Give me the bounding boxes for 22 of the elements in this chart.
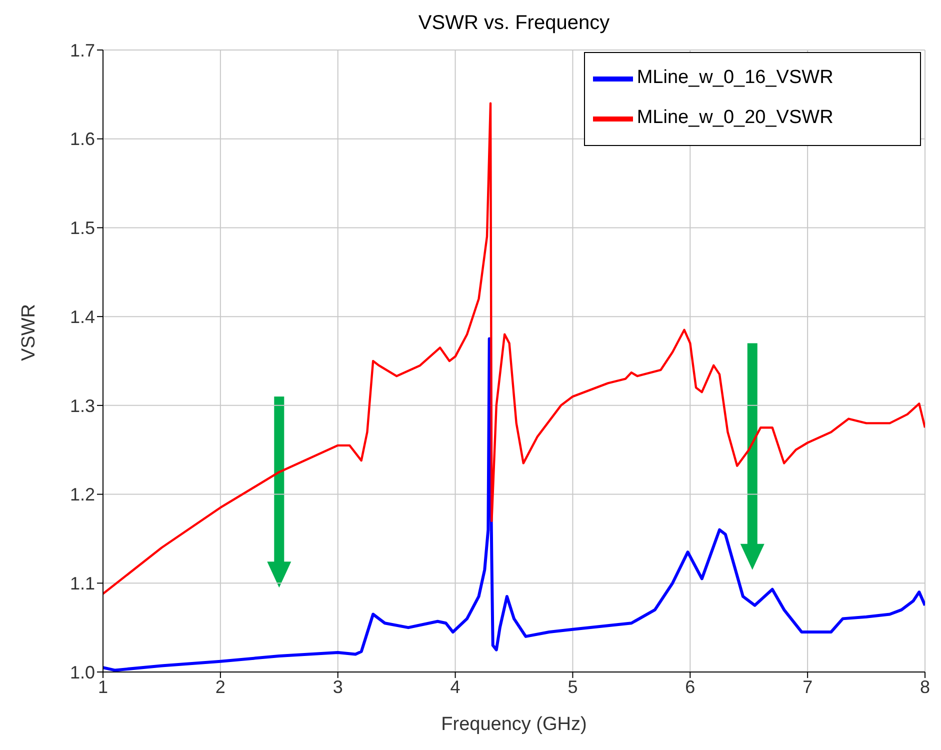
y-tick-label: 1.3	[70, 396, 95, 416]
x-tick-label: 2	[215, 676, 226, 697]
x-tick-label: 6	[685, 676, 696, 697]
y-tick-label: 1.1	[70, 574, 95, 594]
x-tick-label: 4	[450, 676, 460, 697]
y-axis-title: VSWR	[18, 304, 40, 361]
x-tick-label: 3	[332, 676, 343, 697]
y-tick-label: 1.6	[70, 129, 95, 150]
chart-title: VSWR vs. Frequency	[417, 12, 611, 35]
x-axis-title: Frequency (GHz)	[441, 714, 587, 735]
y-tick-label: 1.4	[70, 306, 95, 327]
legend-label: MLine_w_0_20_VSWR	[636, 107, 834, 128]
y-tick-label: 1.2	[70, 484, 95, 505]
line-series	[103, 102, 925, 595]
x-tick-label: 7	[802, 676, 813, 697]
y-tick-label: 1.7	[70, 40, 95, 60]
x-tick-label: 8	[920, 676, 930, 697]
y-tick-label: 1.0	[70, 662, 95, 682]
x-tick-label: 1	[98, 676, 108, 697]
y-tick-label: 1.5	[70, 218, 95, 238]
legend-label: MLine_w_0_16_VSWR	[636, 67, 834, 88]
x-tick-label: 5	[568, 676, 578, 697]
